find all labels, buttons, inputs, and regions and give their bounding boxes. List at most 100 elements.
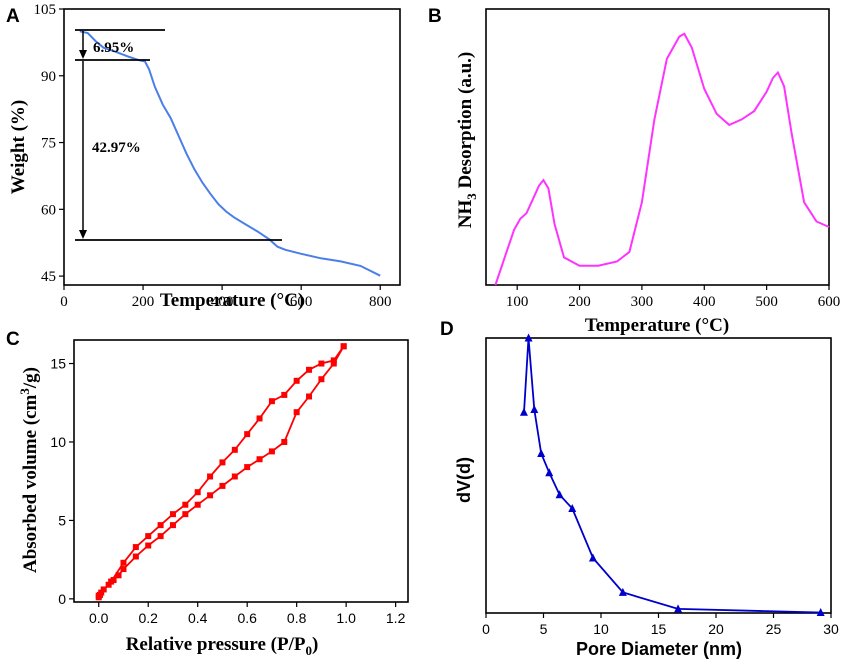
panel-c-data-point bbox=[330, 360, 337, 367]
panel-c-data-point bbox=[157, 533, 164, 540]
panel-b-x-tick-label: 400 bbox=[693, 294, 716, 310]
panel-c-data-point bbox=[306, 366, 313, 373]
panel-a-x-tick-label: 600 bbox=[290, 294, 313, 310]
panel-c-data-point bbox=[231, 446, 238, 453]
panel-c-adsorption-curve bbox=[97, 345, 345, 598]
panel-d-data-point bbox=[816, 607, 825, 616]
panel-c-data-point bbox=[115, 572, 122, 579]
panel-a-y-title: Weight (%) bbox=[8, 100, 29, 194]
panel-a-y-tick-label: 105 bbox=[34, 2, 57, 18]
panel-d-frame bbox=[485, 337, 832, 614]
panel-c-data-point bbox=[169, 511, 176, 518]
panel-b-nh3-tpd-chart: 100 200 300 400 500 600 Temperature (°C) NH3 … bbox=[455, 8, 841, 336]
panel-c-data-point bbox=[256, 415, 263, 422]
panel-c-data-point bbox=[120, 566, 127, 573]
panel-b-x-tick-label: 300 bbox=[631, 294, 654, 310]
panel-a-y-tick-label: 60 bbox=[41, 202, 56, 218]
panel-a-annotation-2: 42.97% bbox=[92, 140, 141, 156]
panel-c-x-tick-label: 1.0 bbox=[336, 610, 356, 626]
panel-c-data-point bbox=[145, 533, 152, 540]
panel-d-pore-size-chart: 0 5 10 15 20 25 30 Pore Diameter (nm) dV(d) bbox=[454, 333, 839, 659]
panel-c-data-point bbox=[219, 459, 226, 466]
panel-c-x-tick-label: 1.2 bbox=[386, 610, 406, 626]
panel-d-x-tick-label: 0 bbox=[482, 621, 490, 637]
panel-d-data-point bbox=[519, 407, 528, 416]
panel-d-data-point bbox=[555, 490, 564, 499]
panel-a-tga-chart: 0 200 400 600 800 45 60 75 90 105 6.95% 42.97% Te… bbox=[8, 2, 401, 311]
panel-a-arrowhead-1 bbox=[79, 50, 87, 59]
panel-d-x-tick-label: 20 bbox=[708, 621, 724, 637]
panel-b-x-tick-label: 200 bbox=[568, 294, 591, 310]
panel-c-data-point bbox=[281, 391, 288, 398]
panel-b-tpd-curve bbox=[494, 32, 830, 286]
panel-c-x-tick-label: 0.6 bbox=[237, 610, 257, 626]
panel-c-data-point bbox=[244, 464, 251, 471]
panel-c-x-tick-label: 0.4 bbox=[188, 610, 208, 626]
panel-c-data-point bbox=[105, 581, 112, 588]
panel-d-data-point bbox=[537, 449, 546, 457]
panel-c-data-point bbox=[318, 360, 325, 367]
panel-c-isotherm-chart: 0.0 0.2 0.4 0.6 0.8 1.0 1.2 0 5 10 15 Relative pre… bbox=[17, 339, 409, 658]
panel-d-data-point bbox=[545, 468, 554, 477]
panel-d-psd-curve bbox=[523, 337, 821, 614]
panel-a-y-tick-label: 45 bbox=[41, 269, 56, 285]
panel-d-data-point bbox=[524, 333, 533, 342]
panel-d-x-title: Pore Diameter (nm) bbox=[576, 639, 742, 659]
panel-c-data-point bbox=[293, 377, 300, 384]
panel-d-y-title: dV(d) bbox=[454, 457, 474, 503]
panel-c-data-point bbox=[244, 431, 251, 438]
panel-b-x-title: Temperature (°C) bbox=[585, 315, 729, 336]
panel-c-data-point bbox=[169, 522, 176, 529]
panel-d-x-tick-label: 10 bbox=[593, 621, 609, 637]
panel-d-x-tick-label: 25 bbox=[766, 621, 782, 637]
panel-c-data-point bbox=[231, 473, 238, 480]
panel-c-data-point bbox=[281, 438, 288, 445]
panel-c-data-point bbox=[306, 393, 313, 400]
panel-d-x-tick-label: 30 bbox=[823, 621, 839, 637]
panel-c-data-point bbox=[330, 357, 337, 364]
panel-c-data-point bbox=[132, 553, 139, 560]
panel-d-x-tick-label: 5 bbox=[540, 621, 548, 637]
panel-c-data-point bbox=[98, 589, 105, 596]
panel-d-data-point bbox=[588, 553, 597, 562]
panel-c-data-point bbox=[207, 492, 214, 499]
panel-label-a: A bbox=[6, 6, 20, 27]
panel-c-x-tick-label: 0.2 bbox=[138, 610, 158, 626]
panel-c-data-point bbox=[194, 489, 201, 496]
panel-b-x-tick-label: 500 bbox=[755, 294, 778, 310]
panel-c-y-tick-label: 15 bbox=[50, 356, 66, 372]
panel-c-y-tick-label: 10 bbox=[50, 434, 66, 450]
panel-a-y-tick-label: 75 bbox=[41, 136, 56, 152]
panel-a-tga-curve bbox=[79, 30, 381, 277]
panel-a-x-tick-label: 400 bbox=[211, 294, 234, 310]
panel-c-data-point bbox=[95, 592, 102, 599]
panel-c-data-point bbox=[318, 376, 325, 383]
panel-c-data-point bbox=[219, 482, 226, 489]
panel-c-y-tick-label: 5 bbox=[58, 512, 66, 528]
panel-b-frame bbox=[485, 8, 830, 286]
panel-c-y-tick-label: 0 bbox=[58, 591, 66, 607]
panel-c-data-point bbox=[194, 501, 201, 508]
panel-c-data-point bbox=[340, 343, 347, 350]
panel-c-data-point bbox=[132, 544, 139, 551]
panel-c-data-point bbox=[182, 511, 189, 518]
panel-a-frame bbox=[63, 8, 401, 286]
panel-b-x-tick-label: 600 bbox=[818, 294, 841, 310]
panel-d-data-point bbox=[530, 405, 539, 413]
panel-c-data-point bbox=[268, 448, 275, 455]
panel-label-b: B bbox=[428, 6, 442, 27]
panel-d-data-point bbox=[674, 604, 683, 613]
panel-a-x-tick-label: 800 bbox=[369, 294, 392, 310]
panel-b-y-title: NH3 Desorption (a.u.) bbox=[455, 52, 479, 228]
panel-c-data-point bbox=[120, 559, 127, 566]
panel-c-data-point bbox=[100, 586, 107, 593]
panel-c-x-tick-label: 0.0 bbox=[89, 610, 109, 626]
panel-d-data-point bbox=[618, 587, 627, 596]
panel-a-x-tick-label: 0 bbox=[60, 294, 68, 310]
panel-c-data-point bbox=[256, 456, 263, 463]
panel-c-data-point bbox=[293, 409, 300, 416]
panel-b-x-tick-label: 100 bbox=[506, 294, 529, 310]
panel-a-y-tick-label: 90 bbox=[41, 69, 56, 85]
panel-c-data-point bbox=[268, 398, 275, 405]
